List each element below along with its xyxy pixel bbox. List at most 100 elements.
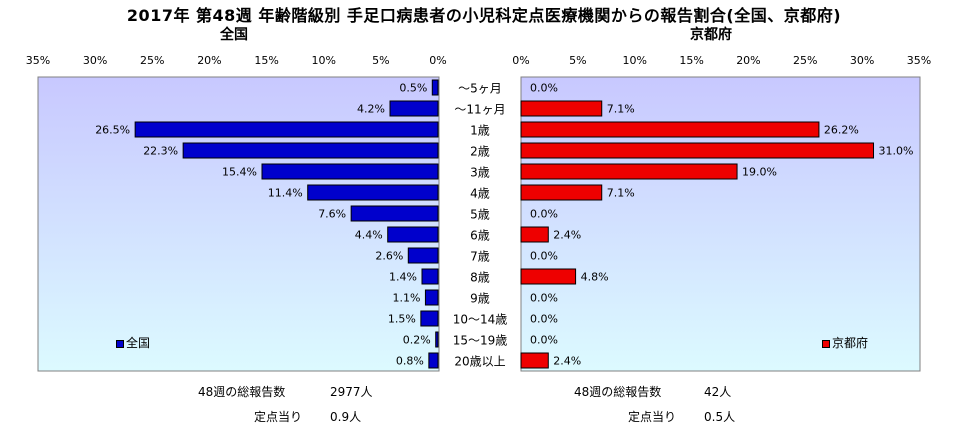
national-data-label: 11.4% xyxy=(268,187,303,200)
category-label: ～11ヶ月 xyxy=(454,103,505,117)
kyoto-bar xyxy=(520,226,549,243)
kyoto-per-site: 定点当り 0.5人 xyxy=(628,408,735,425)
category-label: 3歳 xyxy=(470,166,490,180)
kyoto-bar xyxy=(520,121,820,138)
kyoto-tick-label: 25% xyxy=(793,54,817,67)
kyoto-per-label: 定点当り xyxy=(628,410,677,424)
kyoto-tick-label: 30% xyxy=(850,54,874,67)
kyoto-data-label: 0.0% xyxy=(530,292,558,305)
national-bar xyxy=(428,352,439,369)
category-label: 8歳 xyxy=(470,271,490,285)
kyoto-total: 48週の総報告数 42人 xyxy=(574,383,731,400)
national-data-label: 22.3% xyxy=(143,145,178,158)
national-tick-label: 25% xyxy=(140,54,164,67)
kyoto-total-value: 42人 xyxy=(704,385,732,399)
national-per-site: 定点当り 0.9人 xyxy=(254,408,361,425)
national-total-label: 48週の総報告数 xyxy=(198,385,286,399)
category-label: 7歳 xyxy=(470,250,490,264)
chart-title: 2017年 第48週 年齢階級別 手足口病患者の小児科定点医療機関からの報告割合… xyxy=(126,6,842,25)
national-bar xyxy=(261,163,439,180)
national-bar xyxy=(421,268,439,285)
national-data-label: 1.5% xyxy=(388,313,416,326)
kyoto-data-label: 0.0% xyxy=(530,208,558,221)
national-bar xyxy=(407,247,439,264)
national-bar xyxy=(134,121,439,138)
kyoto-bar xyxy=(520,100,603,117)
national-total: 48週の総報告数 2977人 xyxy=(198,383,373,400)
kyoto-data-label: 7.1% xyxy=(607,103,635,116)
national-bar xyxy=(182,142,439,159)
kyoto-tick-label: 5% xyxy=(569,54,586,67)
national-data-label: 0.2% xyxy=(403,334,431,347)
national-data-label: 4.4% xyxy=(355,229,383,242)
national-tick-label: 10% xyxy=(311,54,335,67)
national-data-label: 26.5% xyxy=(95,124,130,137)
national-bar xyxy=(435,331,439,348)
national-data-label: 4.2% xyxy=(357,103,385,116)
national-bar xyxy=(420,310,439,327)
national-data-label: 2.6% xyxy=(375,250,403,263)
national-per-label: 定点当り xyxy=(254,410,303,424)
kyoto-data-label: 19.0% xyxy=(742,166,777,179)
national-tick-label: 0% xyxy=(429,54,446,67)
right-panel-title: 京都府 xyxy=(690,27,732,43)
left-panel-title: 全国 xyxy=(220,27,248,43)
category-label: 2歳 xyxy=(470,145,490,159)
category-label: 10～14歳 xyxy=(453,313,508,327)
national-data-label: 1.1% xyxy=(392,292,420,305)
kyoto-tick-label: 15% xyxy=(679,54,703,67)
category-label: 20歳以上 xyxy=(454,355,505,369)
category-label: 9歳 xyxy=(470,292,490,306)
kyoto-data-label: 0.0% xyxy=(530,313,558,326)
kyoto-per-value: 0.5人 xyxy=(704,410,736,424)
right-chart-layer: 0% 5% 10% 15% 20% 25% 30% 35% 0.0% 7.1% 26.2% 31.0%… xyxy=(512,54,931,369)
kyoto-tick-label: 35% xyxy=(907,54,931,67)
category-label: 1歳 xyxy=(470,124,490,138)
kyoto-data-label: 0.0% xyxy=(530,334,558,347)
kyoto-tick-label: 0% xyxy=(512,54,529,67)
national-tick-label: 20% xyxy=(197,54,221,67)
kyoto-data-label: 0.0% xyxy=(530,82,558,95)
category-label: 5歳 xyxy=(470,208,490,222)
national-data-label: 0.5% xyxy=(399,82,427,95)
kyoto-tick-label: 20% xyxy=(736,54,760,67)
national-data-label: 15.4% xyxy=(222,166,257,179)
left-legend-swatch xyxy=(116,339,124,348)
category-label: 4歳 xyxy=(470,187,490,201)
left-legend: 全国 xyxy=(116,334,150,351)
national-bar xyxy=(389,100,439,117)
national-data-label: 7.6% xyxy=(318,208,346,221)
category-label: 6歳 xyxy=(470,229,490,243)
national-bar xyxy=(387,226,439,243)
kyoto-bar xyxy=(520,268,577,285)
kyoto-data-label: 0.0% xyxy=(530,250,558,263)
national-bar xyxy=(431,79,439,96)
national-tick-label: 35% xyxy=(26,54,50,67)
national-bar xyxy=(350,205,439,222)
category-label: 15～19歳 xyxy=(453,334,508,348)
national-tick-label: 5% xyxy=(372,54,389,67)
national-bar xyxy=(424,289,439,306)
kyoto-bar xyxy=(520,352,549,369)
kyoto-bar xyxy=(520,184,603,201)
national-data-label: 0.8% xyxy=(396,355,424,368)
kyoto-tick-label: 10% xyxy=(622,54,646,67)
left-chart-layer: 35% 30% 25% 20% 15% 10% 5% 0% 0.5% 4.2% 26.5% 22.3%… xyxy=(26,54,447,369)
kyoto-bar xyxy=(520,142,875,159)
right-legend: 京都府 xyxy=(822,334,868,351)
national-bar xyxy=(307,184,439,201)
left-plot-area xyxy=(37,76,440,372)
right-legend-label: 京都府 xyxy=(832,336,869,350)
kyoto-data-label: 7.1% xyxy=(607,187,635,200)
kyoto-data-label: 26.2% xyxy=(824,124,859,137)
kyoto-data-label: 4.8% xyxy=(581,271,609,284)
left-legend-label: 全国 xyxy=(126,336,151,350)
kyoto-data-label: 2.4% xyxy=(553,355,581,368)
national-total-value: 2977人 xyxy=(330,385,373,399)
national-tick-label: 30% xyxy=(83,54,107,67)
kyoto-data-label: 31.0% xyxy=(879,145,914,158)
category-labels: ～5ヶ月 ～11ヶ月 1歳 2歳 3歳 4歳 5歳 6歳 7歳 8歳 9歳 10～14歳 15～19歳 2… xyxy=(453,82,508,369)
national-data-label: 1.4% xyxy=(389,271,417,284)
kyoto-data-label: 2.4% xyxy=(553,229,581,242)
